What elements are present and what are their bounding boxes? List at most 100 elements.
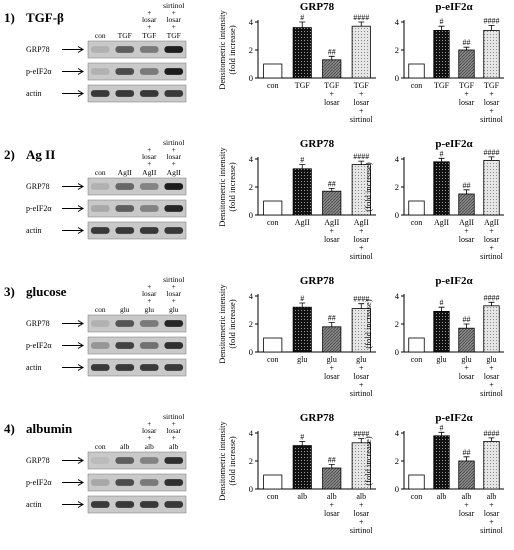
panel-title: glucose xyxy=(26,284,67,299)
blot-band xyxy=(115,479,135,486)
lane-label: con xyxy=(95,442,106,451)
arrow-icon xyxy=(62,205,84,212)
x-category-label: alb xyxy=(437,492,447,501)
x-category-label: + xyxy=(489,364,494,373)
chart-title: p-eIF2α xyxy=(435,138,473,150)
significance-marker: #### xyxy=(353,430,369,439)
significance-marker: ## xyxy=(328,179,336,188)
y-axis-label: (fold increase) xyxy=(363,162,373,211)
treatment-plus: + xyxy=(172,296,176,305)
x-category-label: AgII xyxy=(459,218,474,227)
x-category-label: glu xyxy=(436,355,446,364)
lane-label: con xyxy=(95,305,106,314)
arrow-icon xyxy=(62,68,84,75)
significance-marker: # xyxy=(300,294,304,303)
arrow-icon xyxy=(62,46,84,53)
bar-2 xyxy=(433,161,450,216)
blot-band xyxy=(164,501,184,508)
blot-band xyxy=(164,479,184,486)
lane-label: glu xyxy=(169,305,179,314)
significance-marker: #### xyxy=(484,17,500,26)
x-category-label: AgII xyxy=(324,218,339,227)
x-category-label: con xyxy=(267,218,279,227)
chart-title: GRP78 xyxy=(300,1,335,13)
y-tick-label: 2 xyxy=(395,456,399,466)
treatment-label: losar xyxy=(142,426,157,435)
blot-strip xyxy=(87,358,187,377)
y-axis-label: Densitometric intensity xyxy=(217,420,227,500)
significance-marker: ## xyxy=(463,181,471,190)
x-category-label: losar xyxy=(324,235,340,244)
y-axis-label: (fold increase) xyxy=(363,299,373,348)
x-category-label: + xyxy=(489,518,494,527)
panel-number: 1) xyxy=(4,10,15,25)
bar-3 xyxy=(322,326,342,353)
x-category-label: TGF xyxy=(324,81,340,90)
bar-1 xyxy=(263,474,283,490)
blot-strip xyxy=(87,40,187,59)
y-tick-label: 2 xyxy=(249,456,253,466)
x-category-label: losar xyxy=(484,235,500,244)
error-bar xyxy=(358,21,365,27)
x-category-label: losar xyxy=(484,372,500,381)
blot-band xyxy=(139,90,159,97)
y-tick-label: 4 xyxy=(395,291,400,301)
x-category-label: + xyxy=(329,364,334,373)
x-category-label: losar xyxy=(353,509,369,518)
treatment-plus: + xyxy=(172,419,176,428)
error-bar xyxy=(438,25,445,31)
treatment-label: losar xyxy=(142,15,157,24)
lane-label: glu xyxy=(144,305,154,314)
chart-title: GRP78 xyxy=(300,275,335,287)
bar-2 xyxy=(433,310,450,353)
significance-marker: ## xyxy=(463,448,471,457)
bar-chart-p-eif2a: p-eIF2α(fold increase)024con#alb##alb+lo… xyxy=(363,412,504,535)
lane-label: AgII xyxy=(167,168,182,177)
bar-1 xyxy=(263,200,283,216)
bar-2 xyxy=(292,445,312,490)
x-category-label: sirtinol xyxy=(350,389,373,398)
bar-2 xyxy=(433,29,450,79)
bar-3 xyxy=(322,190,342,216)
treatment-label: losar xyxy=(166,152,181,161)
error-bar xyxy=(328,55,335,60)
bar-2 xyxy=(433,435,450,490)
panel-title: albumin xyxy=(26,421,73,436)
significance-marker: # xyxy=(300,156,304,165)
lane-label: glu xyxy=(120,305,130,314)
significance-marker: ## xyxy=(328,47,336,56)
x-category-label: + xyxy=(464,227,469,236)
treatment-plus: + xyxy=(172,282,176,291)
x-category-label: + xyxy=(464,364,469,373)
blot-band xyxy=(90,320,110,327)
blot-row-label: GRP78 xyxy=(26,456,50,465)
blot-band xyxy=(164,68,184,75)
blot-band xyxy=(164,364,184,371)
error-bar xyxy=(438,157,445,162)
x-category-label: + xyxy=(489,107,494,116)
lane-label: TGF xyxy=(142,31,156,40)
chart-title: p-eIF2α xyxy=(435,275,473,287)
blot-band xyxy=(115,205,135,212)
blot-band xyxy=(164,183,184,190)
y-axis-label: (fold increase) xyxy=(227,162,237,211)
chart-title: p-eIF2α xyxy=(435,1,473,13)
y-tick-label: 4 xyxy=(395,428,400,438)
blot-row-label: actin xyxy=(26,226,42,235)
x-category-label: + xyxy=(329,90,334,99)
y-tick-label: 2 xyxy=(249,182,253,192)
x-category-label: + xyxy=(464,90,469,99)
x-category-label: con xyxy=(267,355,279,364)
blot-band xyxy=(115,68,135,75)
treatment-plus: + xyxy=(147,433,151,442)
blot-band xyxy=(164,227,184,234)
y-tick-label: 0 xyxy=(395,210,399,220)
x-category-label: AgII xyxy=(354,218,369,227)
blot-strip xyxy=(87,177,187,196)
blot-band xyxy=(90,479,110,486)
error-bar xyxy=(488,25,495,31)
blot-band xyxy=(90,205,110,212)
x-category-label: losar xyxy=(459,98,475,107)
